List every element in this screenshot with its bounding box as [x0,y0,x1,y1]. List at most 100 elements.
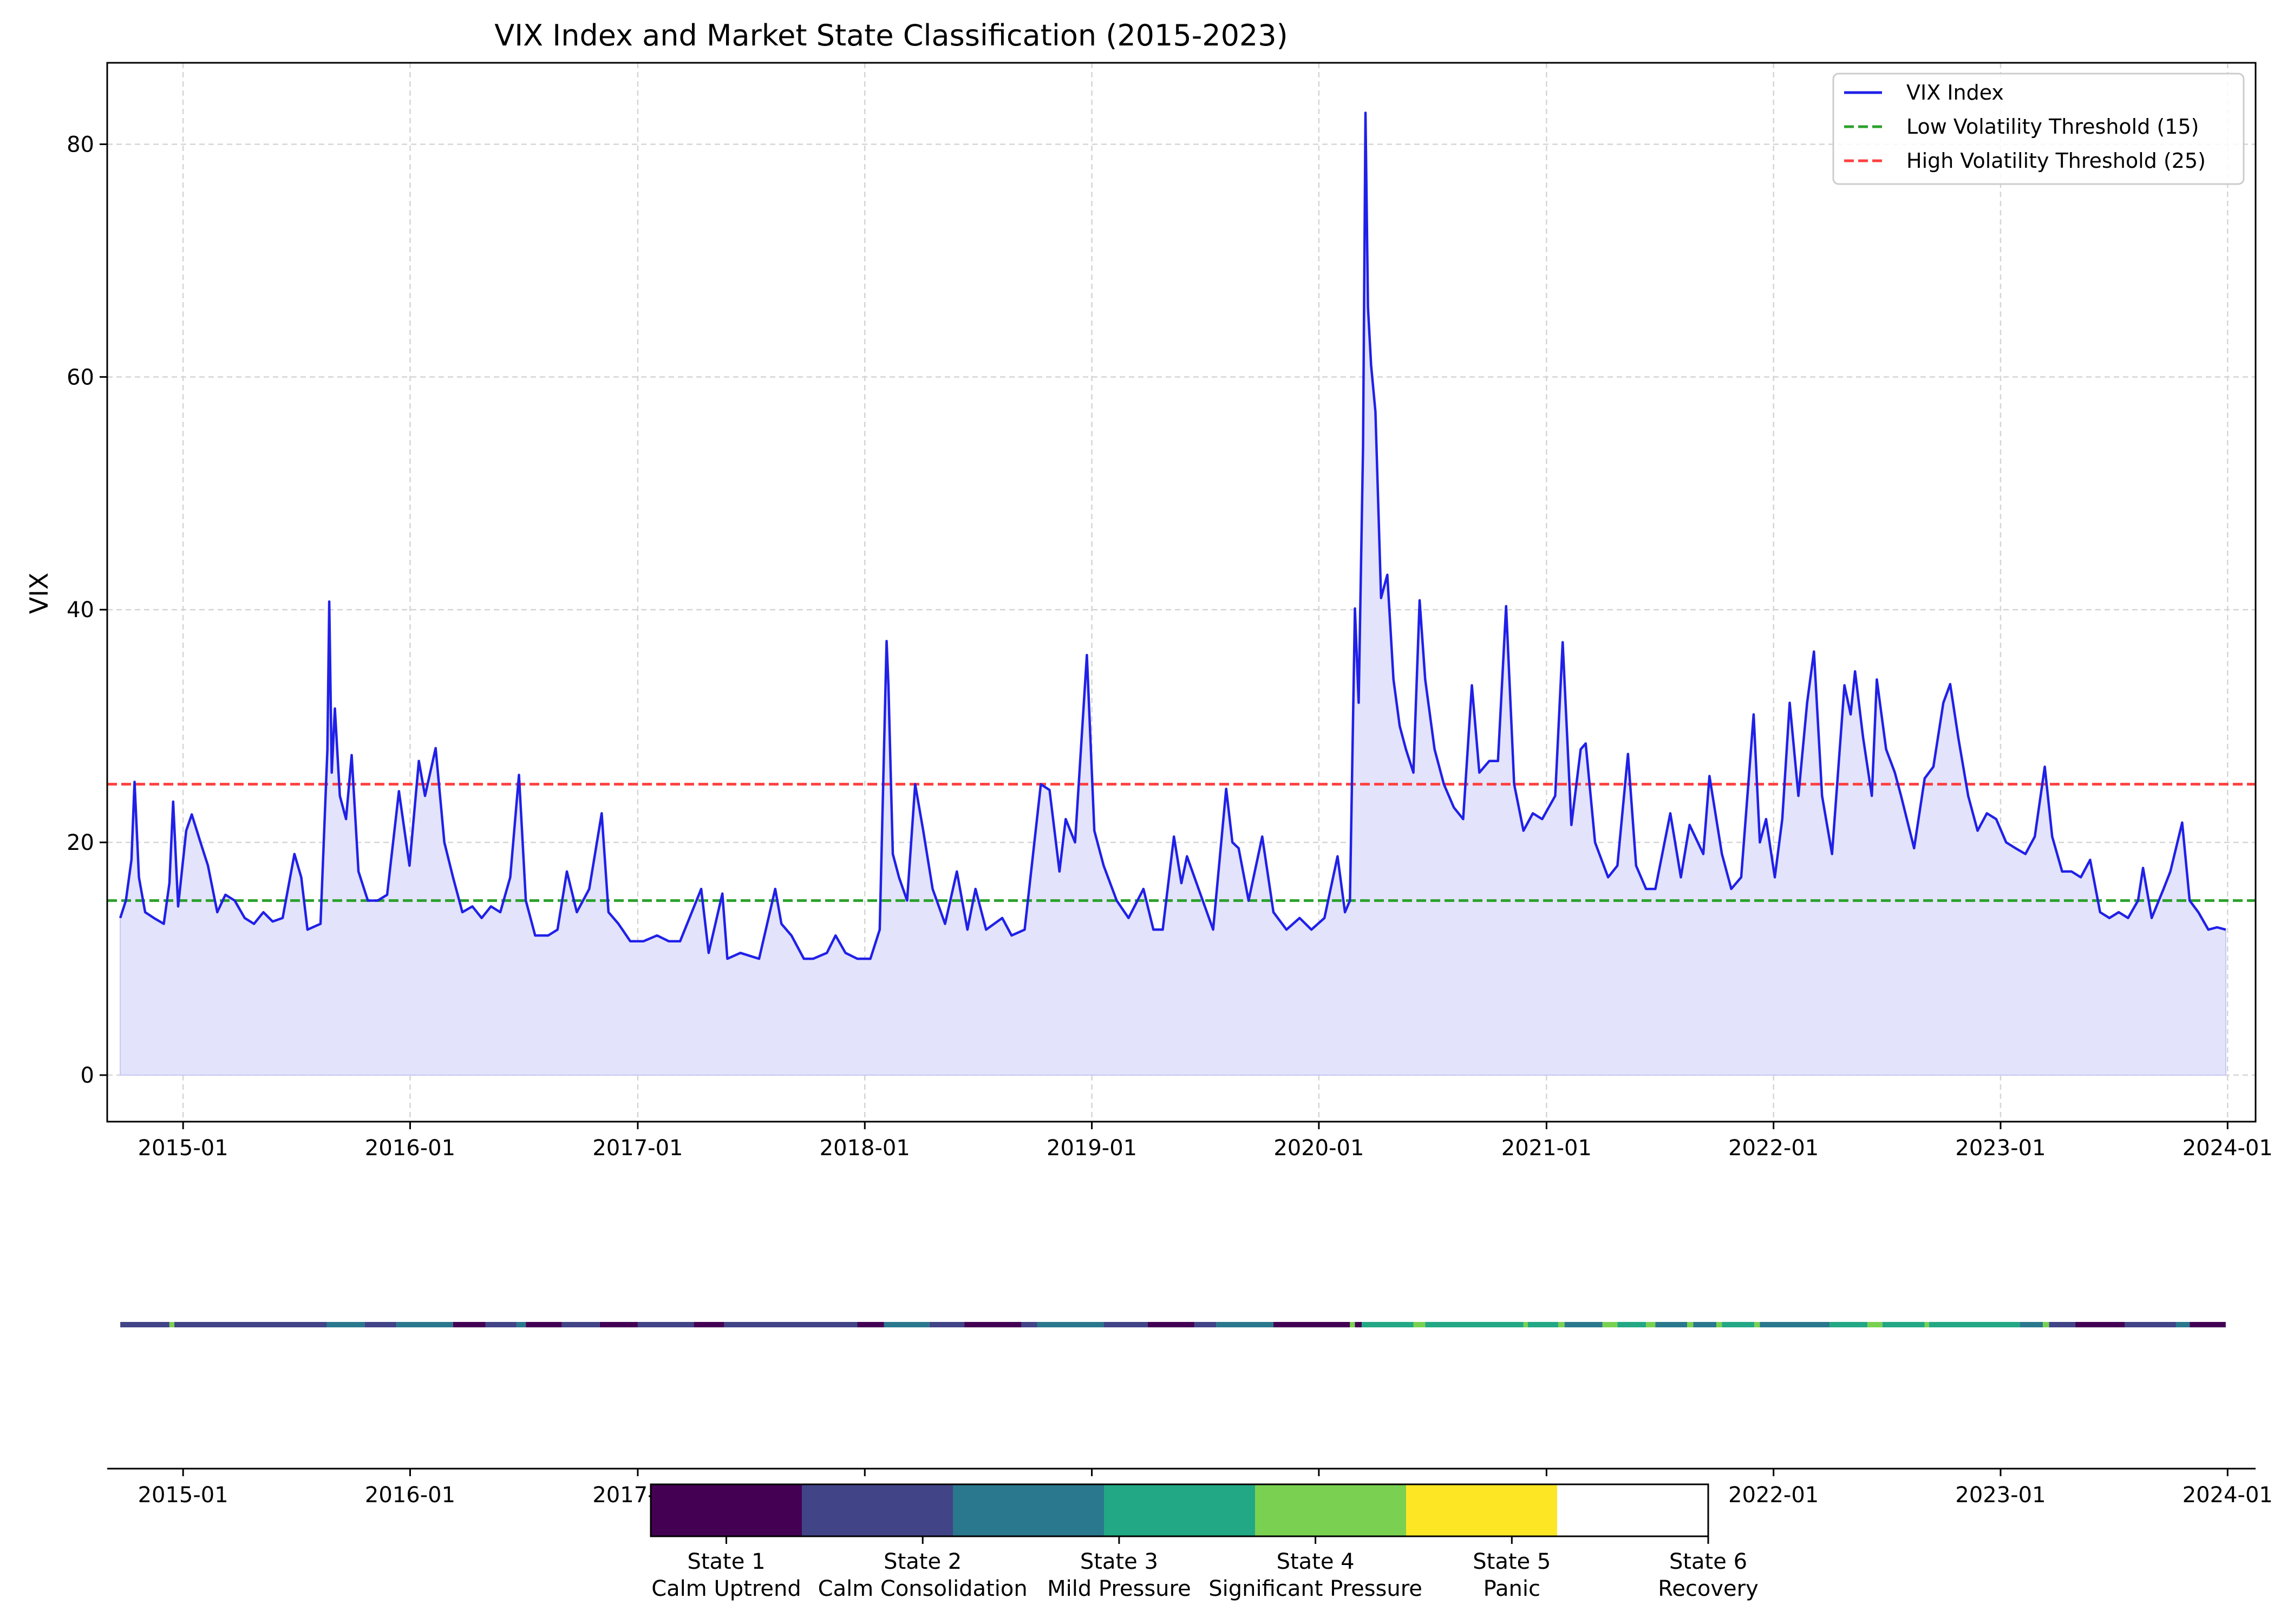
colorbar-state-name: Calm Consolidation [818,1576,1028,1601]
legend-box [1832,73,2245,185]
state-segment [169,1322,175,1327]
state-segment [1882,1322,1925,1327]
state-segment [694,1322,724,1327]
strip-x-tick-label: 2015-01 [138,1483,228,1508]
colorbar-state-name: Panic [1484,1576,1540,1601]
state-segment [1527,1322,1559,1327]
state-segment [1693,1322,1716,1327]
colorbar-cell [1255,1484,1407,1536]
y-tick-label: 60 [67,365,94,390]
y-tick-label: 20 [67,830,94,855]
state-segment [1722,1322,1755,1327]
state-segment [1617,1322,1646,1327]
state-segment [1523,1322,1528,1327]
colorbar-state-title: State 5 [1473,1549,1551,1574]
state-segment [1037,1322,1104,1327]
state-segment [1021,1322,1037,1327]
colorbar-state-name: Significant Pressure [1208,1576,1422,1601]
state-segment [1273,1322,1350,1327]
strip-x-tick-label: 2024-01 [2182,1483,2273,1508]
colorbar-state-title: State 4 [1277,1549,1355,1574]
y-tick-label: 40 [67,598,94,623]
colorbar-cell [651,1484,802,1536]
state-segment [120,1322,169,1327]
state-segment [1760,1322,1830,1327]
state-segment [1564,1322,1603,1327]
x-tick-label: 2023-01 [1955,1136,2046,1161]
state-segment [1924,1322,1929,1327]
colorbar-state-title: State 3 [1080,1549,1158,1574]
state-segment [1362,1322,1414,1327]
colorbar-state-title: State 6 [1669,1549,1747,1574]
state-segment [1413,1322,1426,1327]
legend-label-low-threshold: Low Volatility Threshold (15) [1906,115,2199,139]
state-segment [174,1322,327,1327]
vix-index-line [119,112,2226,960]
state-segment [1867,1322,1883,1327]
colorbar-state-name: Calm Uptrend [651,1576,801,1601]
state-segment [364,1322,397,1327]
main-x-axis: 2015-01 2016-01 2017-01 2018-01 2019-01 2020-… [138,1122,2273,1161]
state-segment [526,1322,562,1327]
colorbar-cell [1104,1484,1256,1536]
colorbar-state-title: State 1 [687,1549,765,1574]
x-tick-label: 2015-01 [138,1136,228,1161]
strip-x-tick-label: 2016-01 [365,1483,455,1508]
state-segment [1558,1322,1565,1327]
state-segment [1147,1322,1195,1327]
x-tick-label: 2021-01 [1501,1136,1592,1161]
x-tick-label: 2020-01 [1273,1136,1364,1161]
colorbar-state-title: State 2 [884,1549,962,1574]
x-tick-label: 2018-01 [820,1136,910,1161]
state-segment [2075,1322,2125,1327]
state-segment [326,1322,365,1327]
legend: VIX Index Low Volatility Threshold (15) … [1832,73,2245,185]
legend-label-high-threshold: High Volatility Threshold (25) [1906,149,2206,173]
colorbar-cell [1406,1484,1558,1536]
state-segment [2190,1322,2226,1327]
y-tick-label: 80 [67,132,94,157]
state-segment [1754,1322,1760,1327]
state-segment [1602,1322,1618,1327]
state-segment [453,1322,486,1327]
state-segment [1646,1322,1656,1327]
state-segment [929,1322,965,1327]
state-segment [2020,1322,2043,1327]
state-segment [2043,1322,2049,1327]
state-segment [599,1322,638,1327]
state-segment [485,1322,517,1327]
colorbar-cell [953,1484,1105,1536]
x-tick-label: 2022-01 [1728,1136,1819,1161]
main-y-axis: 0 20 40 60 80 [67,132,107,1088]
state-segment [1194,1322,1217,1327]
state-segment [1716,1322,1722,1327]
chart-title: VIX Index and Market State Classificatio… [494,18,1288,53]
colorbar-frame [650,1483,1709,1537]
state-segment [561,1322,600,1327]
colorbar-cell [1557,1484,1709,1536]
state-segment [1655,1322,1687,1327]
x-tick-label: 2016-01 [365,1136,455,1161]
y-axis-label: VIX [24,573,54,614]
state-segment [1425,1322,1524,1327]
state-segment [2175,1322,2190,1327]
y-tick-label: 0 [81,1063,94,1088]
state-segment [2125,1322,2176,1327]
strip-x-tick-label: 2023-01 [1955,1483,2046,1508]
state-segment [516,1322,526,1327]
state-segment [1350,1322,1355,1327]
state-segment [884,1322,930,1327]
strip-x-tick-label: 2022-01 [1728,1483,1819,1508]
colorbar-state-name: Recovery [1658,1576,1758,1601]
state-segment [1103,1322,1148,1327]
state-segment [857,1322,884,1327]
state-segment [1687,1322,1694,1327]
x-tick-label: 2017-01 [592,1136,683,1161]
state-segment [396,1322,453,1327]
state-segment [724,1322,858,1327]
legend-label-vix: VIX Index [1906,81,2004,104]
colorbar-state-name: Mild Pressure [1047,1576,1191,1601]
x-tick-label: 2024-01 [2182,1136,2273,1161]
